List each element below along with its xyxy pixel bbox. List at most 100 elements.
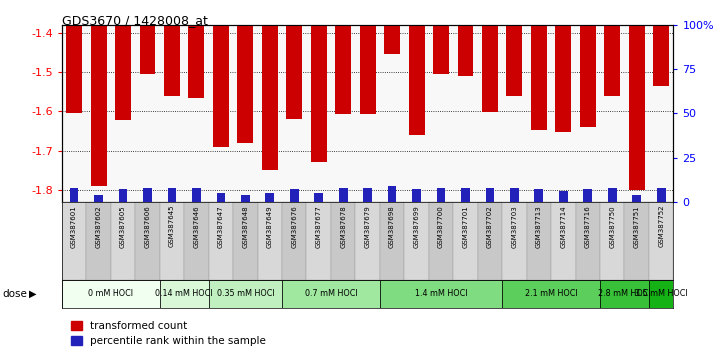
- Bar: [629, 25, 645, 190]
- Bar: [159, 280, 209, 308]
- Bar: [600, 202, 625, 280]
- Text: GSM387645: GSM387645: [169, 205, 175, 247]
- Bar: [600, 280, 649, 308]
- Text: ▶: ▶: [29, 289, 36, 299]
- Bar: [119, 189, 127, 202]
- Text: GSM387698: GSM387698: [389, 205, 395, 248]
- Bar: [502, 280, 600, 308]
- Bar: [286, 25, 302, 119]
- Bar: [237, 25, 253, 143]
- Text: GSM387752: GSM387752: [658, 205, 664, 247]
- Text: GSM387677: GSM387677: [316, 205, 322, 248]
- Bar: [115, 25, 131, 120]
- Bar: [363, 188, 372, 202]
- Bar: [502, 202, 526, 280]
- Text: GSM387701: GSM387701: [462, 205, 469, 248]
- Bar: [437, 188, 446, 202]
- Bar: [633, 195, 641, 202]
- Bar: [507, 25, 523, 96]
- Bar: [482, 25, 498, 112]
- Text: GSM387702: GSM387702: [487, 205, 493, 247]
- Bar: [657, 188, 665, 202]
- Bar: [306, 202, 331, 280]
- Bar: [461, 188, 470, 202]
- Bar: [583, 189, 592, 202]
- Bar: [360, 25, 376, 114]
- Bar: [111, 202, 135, 280]
- Bar: [608, 188, 617, 202]
- Text: 0.35 mM HOCl: 0.35 mM HOCl: [216, 289, 274, 298]
- Text: GSM387647: GSM387647: [218, 205, 224, 247]
- Text: dose: dose: [2, 289, 27, 299]
- Text: GSM387649: GSM387649: [266, 205, 273, 247]
- Bar: [478, 202, 502, 280]
- Bar: [66, 25, 82, 113]
- Text: GSM387699: GSM387699: [414, 205, 419, 248]
- Bar: [649, 280, 673, 308]
- Bar: [551, 202, 576, 280]
- Bar: [311, 25, 327, 162]
- Text: GSM387605: GSM387605: [120, 205, 126, 247]
- Bar: [404, 202, 429, 280]
- Bar: [555, 25, 571, 132]
- Bar: [388, 186, 397, 202]
- Bar: [164, 25, 180, 96]
- Text: GSM387602: GSM387602: [95, 205, 102, 247]
- Bar: [184, 202, 209, 280]
- Bar: [233, 202, 258, 280]
- Text: 2.1 mM HOCl: 2.1 mM HOCl: [525, 289, 577, 298]
- Text: GSM387601: GSM387601: [71, 205, 77, 248]
- Bar: [159, 202, 184, 280]
- Bar: [87, 202, 111, 280]
- Text: GSM387751: GSM387751: [633, 205, 640, 247]
- Text: 2.8 mM HOCl: 2.8 mM HOCl: [598, 289, 651, 298]
- Bar: [335, 25, 351, 114]
- Bar: [339, 188, 347, 202]
- Bar: [454, 202, 478, 280]
- Bar: [258, 202, 282, 280]
- Text: GDS3670 / 1428008_at: GDS3670 / 1428008_at: [62, 14, 207, 27]
- Bar: [70, 188, 79, 202]
- Bar: [433, 25, 449, 74]
- Text: 0.7 mM HOCl: 0.7 mM HOCl: [304, 289, 357, 298]
- Text: GSM387703: GSM387703: [511, 205, 518, 248]
- Text: GSM387714: GSM387714: [561, 205, 566, 247]
- Text: GSM387713: GSM387713: [536, 205, 542, 248]
- Bar: [380, 280, 502, 308]
- Text: GSM387648: GSM387648: [242, 205, 248, 247]
- Bar: [429, 202, 454, 280]
- Bar: [314, 193, 323, 202]
- Bar: [625, 202, 649, 280]
- Text: 3.5 mM HOCl: 3.5 mM HOCl: [635, 289, 687, 298]
- Bar: [604, 25, 620, 96]
- Bar: [209, 202, 233, 280]
- Bar: [189, 25, 205, 98]
- Bar: [216, 193, 225, 202]
- Bar: [355, 202, 380, 280]
- Bar: [559, 191, 568, 202]
- Bar: [209, 280, 282, 308]
- Text: 1.4 mM HOCl: 1.4 mM HOCl: [415, 289, 467, 298]
- Bar: [534, 189, 543, 202]
- Bar: [266, 193, 274, 202]
- Bar: [653, 25, 669, 86]
- Bar: [412, 189, 421, 202]
- Bar: [262, 25, 278, 170]
- Text: GSM387678: GSM387678: [340, 205, 347, 248]
- Bar: [94, 195, 103, 202]
- Bar: [143, 188, 152, 202]
- Bar: [380, 202, 404, 280]
- Text: GSM387606: GSM387606: [144, 205, 151, 248]
- Bar: [140, 25, 156, 74]
- Bar: [649, 202, 673, 280]
- Text: GSM387716: GSM387716: [585, 205, 591, 248]
- Bar: [241, 195, 250, 202]
- Bar: [526, 202, 551, 280]
- Bar: [408, 25, 424, 135]
- Bar: [167, 188, 176, 202]
- Bar: [282, 280, 380, 308]
- Bar: [135, 202, 159, 280]
- Text: GSM387700: GSM387700: [438, 205, 444, 248]
- Text: GSM387750: GSM387750: [609, 205, 615, 247]
- Bar: [90, 25, 106, 186]
